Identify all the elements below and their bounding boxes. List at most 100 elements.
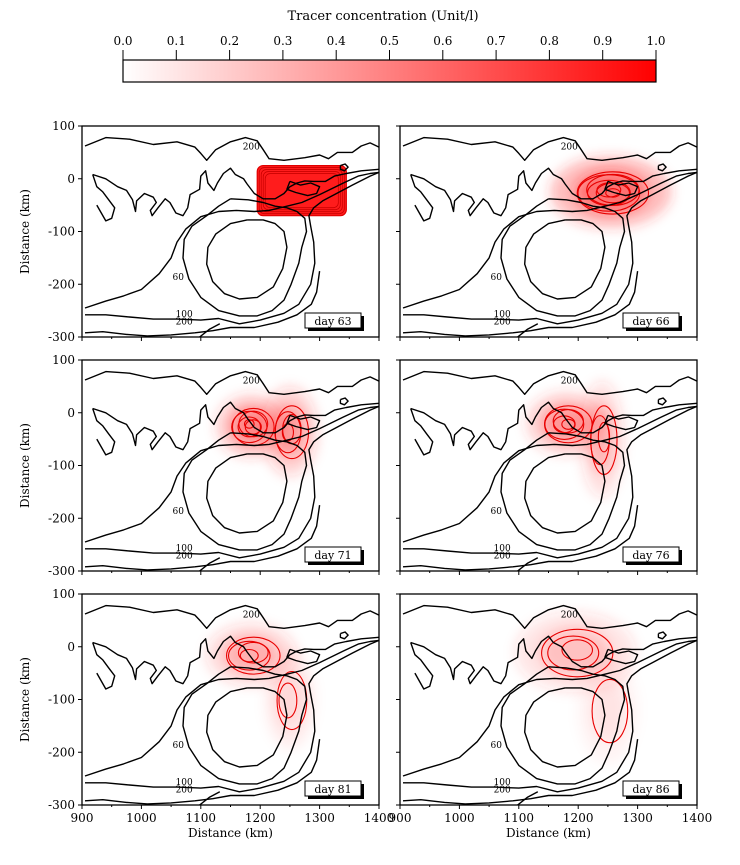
bathymetry-contour (500, 432, 626, 551)
bathymetry-contour (84, 639, 379, 777)
bathymetry-contour (657, 631, 667, 640)
bathymetry-contour (402, 405, 697, 543)
bathymetry-contour (84, 739, 321, 805)
bathymetry-contour (524, 687, 606, 768)
tracer-contour (243, 419, 255, 429)
y-tick-label: -300 (48, 330, 75, 344)
bathymetry-contour (84, 505, 321, 571)
bathymetry-contour (524, 219, 606, 300)
bathymetry-contour (403, 639, 697, 793)
day-label: day 66 (632, 315, 669, 328)
day-label-box (304, 312, 362, 329)
y-tick-label: -200 (48, 277, 75, 291)
y-tick-label: 100 (52, 119, 75, 133)
bathymetry-contour (402, 604, 697, 629)
bathymetry-contour (524, 453, 606, 534)
bathymetry-contour (517, 791, 539, 805)
day-label-box (622, 780, 680, 797)
tracer-contour (237, 416, 262, 438)
bathymetry-contour (410, 401, 697, 451)
bathymetry-contour (339, 397, 349, 406)
tracer-contour (547, 635, 600, 671)
y-tick-label: -100 (48, 693, 75, 707)
x-tick-label: 1400 (682, 811, 713, 825)
bathymetry-contour (85, 639, 379, 793)
y-tick-label: -100 (48, 459, 75, 473)
bathymetry-contour (92, 408, 116, 456)
bathymetry-contour (199, 791, 221, 805)
y-tick-label: 0 (67, 172, 75, 186)
bathymetry-contour (657, 163, 667, 172)
y-axis-label: Distance (km) (18, 657, 32, 742)
tracer-contour (597, 421, 611, 453)
tracer-contour (239, 648, 259, 663)
y-tick-label: -100 (48, 225, 75, 239)
contour-label: 60 (491, 741, 503, 751)
day-label: day 76 (632, 549, 669, 562)
tracer-contour (262, 171, 341, 211)
bathymetry-contour (410, 642, 434, 690)
bathymetry-contour (517, 557, 539, 571)
bathymetry-contour (92, 167, 379, 217)
bathymetry-contour (199, 557, 221, 571)
bathymetry-contour (206, 219, 288, 300)
bathymetry-contour (92, 174, 116, 222)
bathymetry-contour (410, 635, 697, 685)
bathymetry-contour (402, 639, 697, 777)
colorbar-tick-label: 0.8 (540, 34, 559, 48)
colorbar (122, 59, 657, 83)
x-tick-label: 1100 (186, 811, 217, 825)
bathymetry-contour (339, 631, 349, 640)
bathymetry-contour (199, 323, 221, 337)
bathymetry-contour (286, 648, 321, 665)
bathymetry-contour (403, 171, 697, 325)
bathymetry-contour (84, 604, 379, 629)
tracer-contour (561, 639, 594, 661)
y-tick-label: 0 (67, 406, 75, 420)
panel-frame (399, 125, 698, 338)
contour-label: 200 (561, 143, 578, 153)
bathymetry-contour (85, 171, 379, 325)
contour-label: 200 (243, 611, 260, 621)
colorbar-tick-label: 0.5 (380, 34, 399, 48)
bathymetry-contour (500, 198, 626, 317)
colorbar-tick-label: 0.6 (433, 34, 452, 48)
colorbar-tick-label: 0.7 (487, 34, 506, 48)
contour-label: 100 (176, 778, 193, 788)
bathymetry-contour (604, 414, 639, 431)
bathymetry-contour (604, 648, 639, 665)
panel-frame (81, 359, 380, 572)
x-tick-label: 1200 (245, 811, 276, 825)
tracer-contour (576, 171, 650, 215)
bathymetry-contour (85, 405, 379, 559)
bathymetry-contour (604, 180, 639, 197)
x-tick-label: 1000 (444, 811, 475, 825)
colorbar-ticks: 0.0 0.1 0.2 0.3 0.4 0.5 0.6 0.7 0.8 0.9 1.0 (113, 34, 666, 60)
tracer-contour (605, 188, 621, 198)
tracer-core (588, 404, 616, 474)
bathymetry-contour (339, 163, 349, 172)
bathymetry-contour (402, 271, 639, 337)
bathymetry-contour (402, 136, 697, 161)
colorbar-tick-label: 0.4 (327, 34, 346, 48)
bathymetry-contour (92, 635, 379, 685)
bathymetry-contour (517, 323, 539, 337)
bathymetry-contour (92, 642, 116, 690)
colorbar-tick-label: 0.1 (167, 34, 186, 48)
day-label: day 81 (314, 783, 351, 796)
y-axis-label: Distance (km) (18, 189, 32, 274)
tracer-contour (264, 173, 339, 209)
day-label: day 71 (314, 549, 351, 562)
panel-frame (81, 593, 380, 806)
bathymetry-contour (286, 180, 321, 197)
contour-label: 200 (176, 551, 193, 561)
contour-label: 200 (243, 377, 260, 387)
contour-label: 60 (491, 273, 503, 283)
